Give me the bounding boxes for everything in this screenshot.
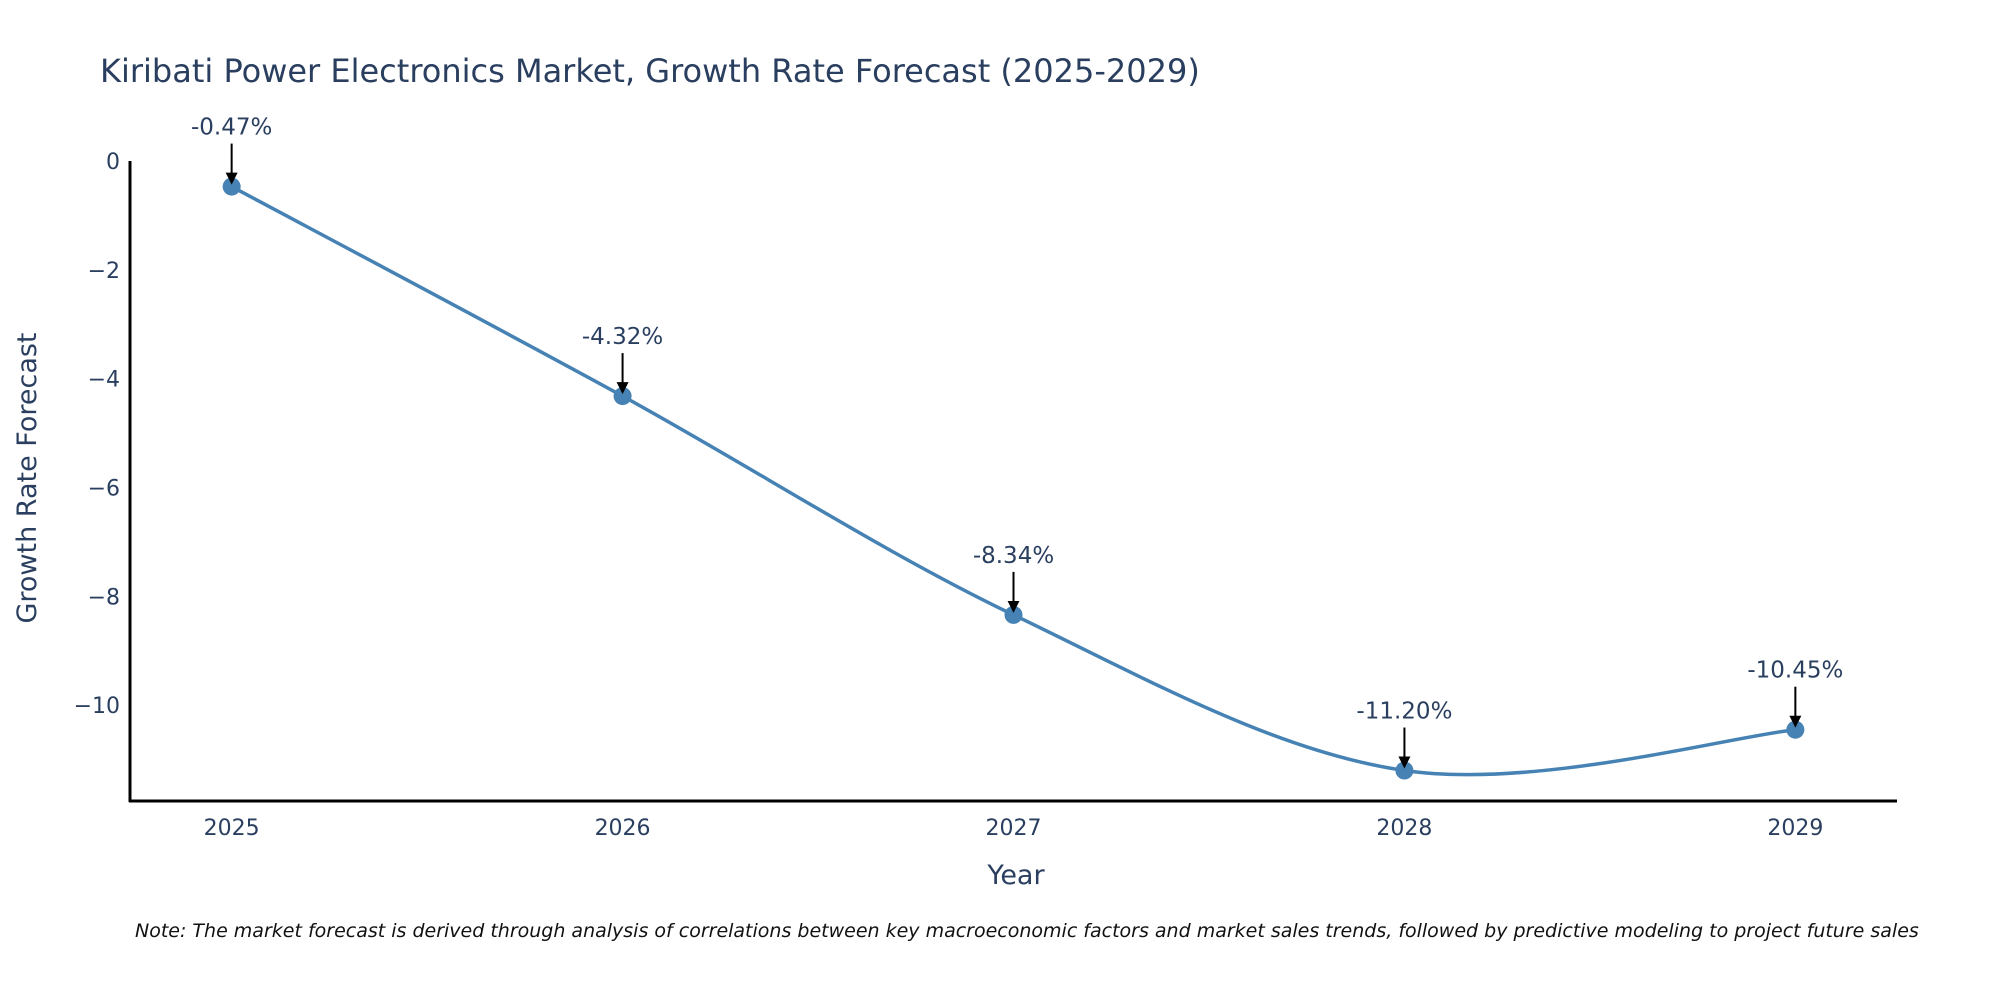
chart-title: Kiribati Power Electronics Market, Growt… [100,52,1200,90]
data-label: -10.45% [1747,658,1843,684]
footnote: Note: The market forecast is derived thr… [135,920,1919,942]
data-label: -8.34% [973,543,1054,569]
y-tick-label: 0 [106,150,120,175]
y-axis-title: Growth Rate Forecast [12,332,43,623]
plot-area: 0 −2 −4 −6 −8 −10 2025 2026 2027 2028 2029 -0.47% -4… [74,115,1897,841]
x-tick-label: 2027 [986,816,1042,841]
x-tick-label: 2025 [204,816,260,841]
data-label: -4.32% [582,324,663,350]
x-axis-title: Year [986,860,1045,891]
y-tick-label: −6 [88,477,120,502]
y-tick-label: −10 [74,694,120,719]
x-tick-label: 2028 [1376,816,1432,841]
data-label: -0.47% [191,115,272,141]
series-line [230,185,1796,777]
x-tick-label: 2029 [1767,816,1823,841]
x-tick-label: 2026 [595,816,651,841]
y-tick-label: −2 [88,259,120,284]
data-label: -11.20% [1356,699,1452,725]
y-tick-label: −8 [88,585,120,610]
y-tick-label: −4 [88,368,120,393]
